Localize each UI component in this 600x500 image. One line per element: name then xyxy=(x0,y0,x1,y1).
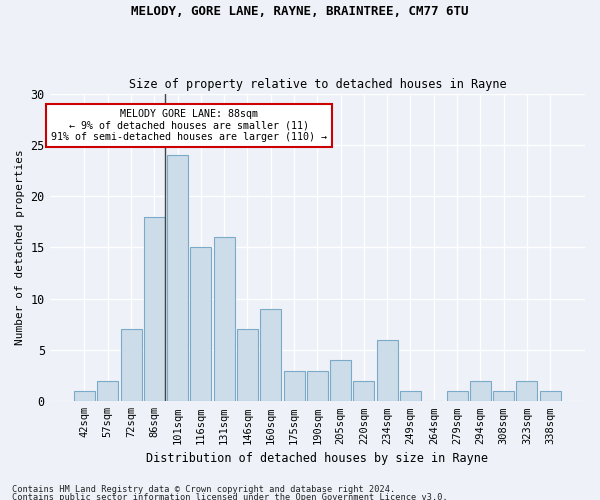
Bar xyxy=(517,381,538,402)
Bar xyxy=(121,330,142,402)
X-axis label: Distribution of detached houses by size in Rayne: Distribution of detached houses by size … xyxy=(146,452,488,465)
Bar xyxy=(260,309,281,402)
Title: Size of property relative to detached houses in Rayne: Size of property relative to detached ho… xyxy=(128,78,506,91)
Bar xyxy=(190,248,211,402)
Bar xyxy=(97,381,118,402)
Bar xyxy=(540,391,560,402)
Bar xyxy=(330,360,351,402)
Bar xyxy=(493,391,514,402)
Bar xyxy=(400,391,421,402)
Bar xyxy=(167,155,188,402)
Text: Contains HM Land Registry data © Crown copyright and database right 2024.: Contains HM Land Registry data © Crown c… xyxy=(12,485,395,494)
Bar xyxy=(377,340,398,402)
Text: MELODY GORE LANE: 88sqm
← 9% of detached houses are smaller (11)
91% of semi-det: MELODY GORE LANE: 88sqm ← 9% of detached… xyxy=(51,109,327,142)
Bar xyxy=(284,370,305,402)
Bar xyxy=(144,216,165,402)
Y-axis label: Number of detached properties: Number of detached properties xyxy=(15,150,25,346)
Text: MELODY, GORE LANE, RAYNE, BRAINTREE, CM77 6TU: MELODY, GORE LANE, RAYNE, BRAINTREE, CM7… xyxy=(131,5,469,18)
Bar xyxy=(74,391,95,402)
Bar xyxy=(446,391,467,402)
Bar xyxy=(470,381,491,402)
Bar xyxy=(237,330,258,402)
Text: Contains public sector information licensed under the Open Government Licence v3: Contains public sector information licen… xyxy=(12,492,448,500)
Bar xyxy=(307,370,328,402)
Bar xyxy=(214,237,235,402)
Bar xyxy=(353,381,374,402)
